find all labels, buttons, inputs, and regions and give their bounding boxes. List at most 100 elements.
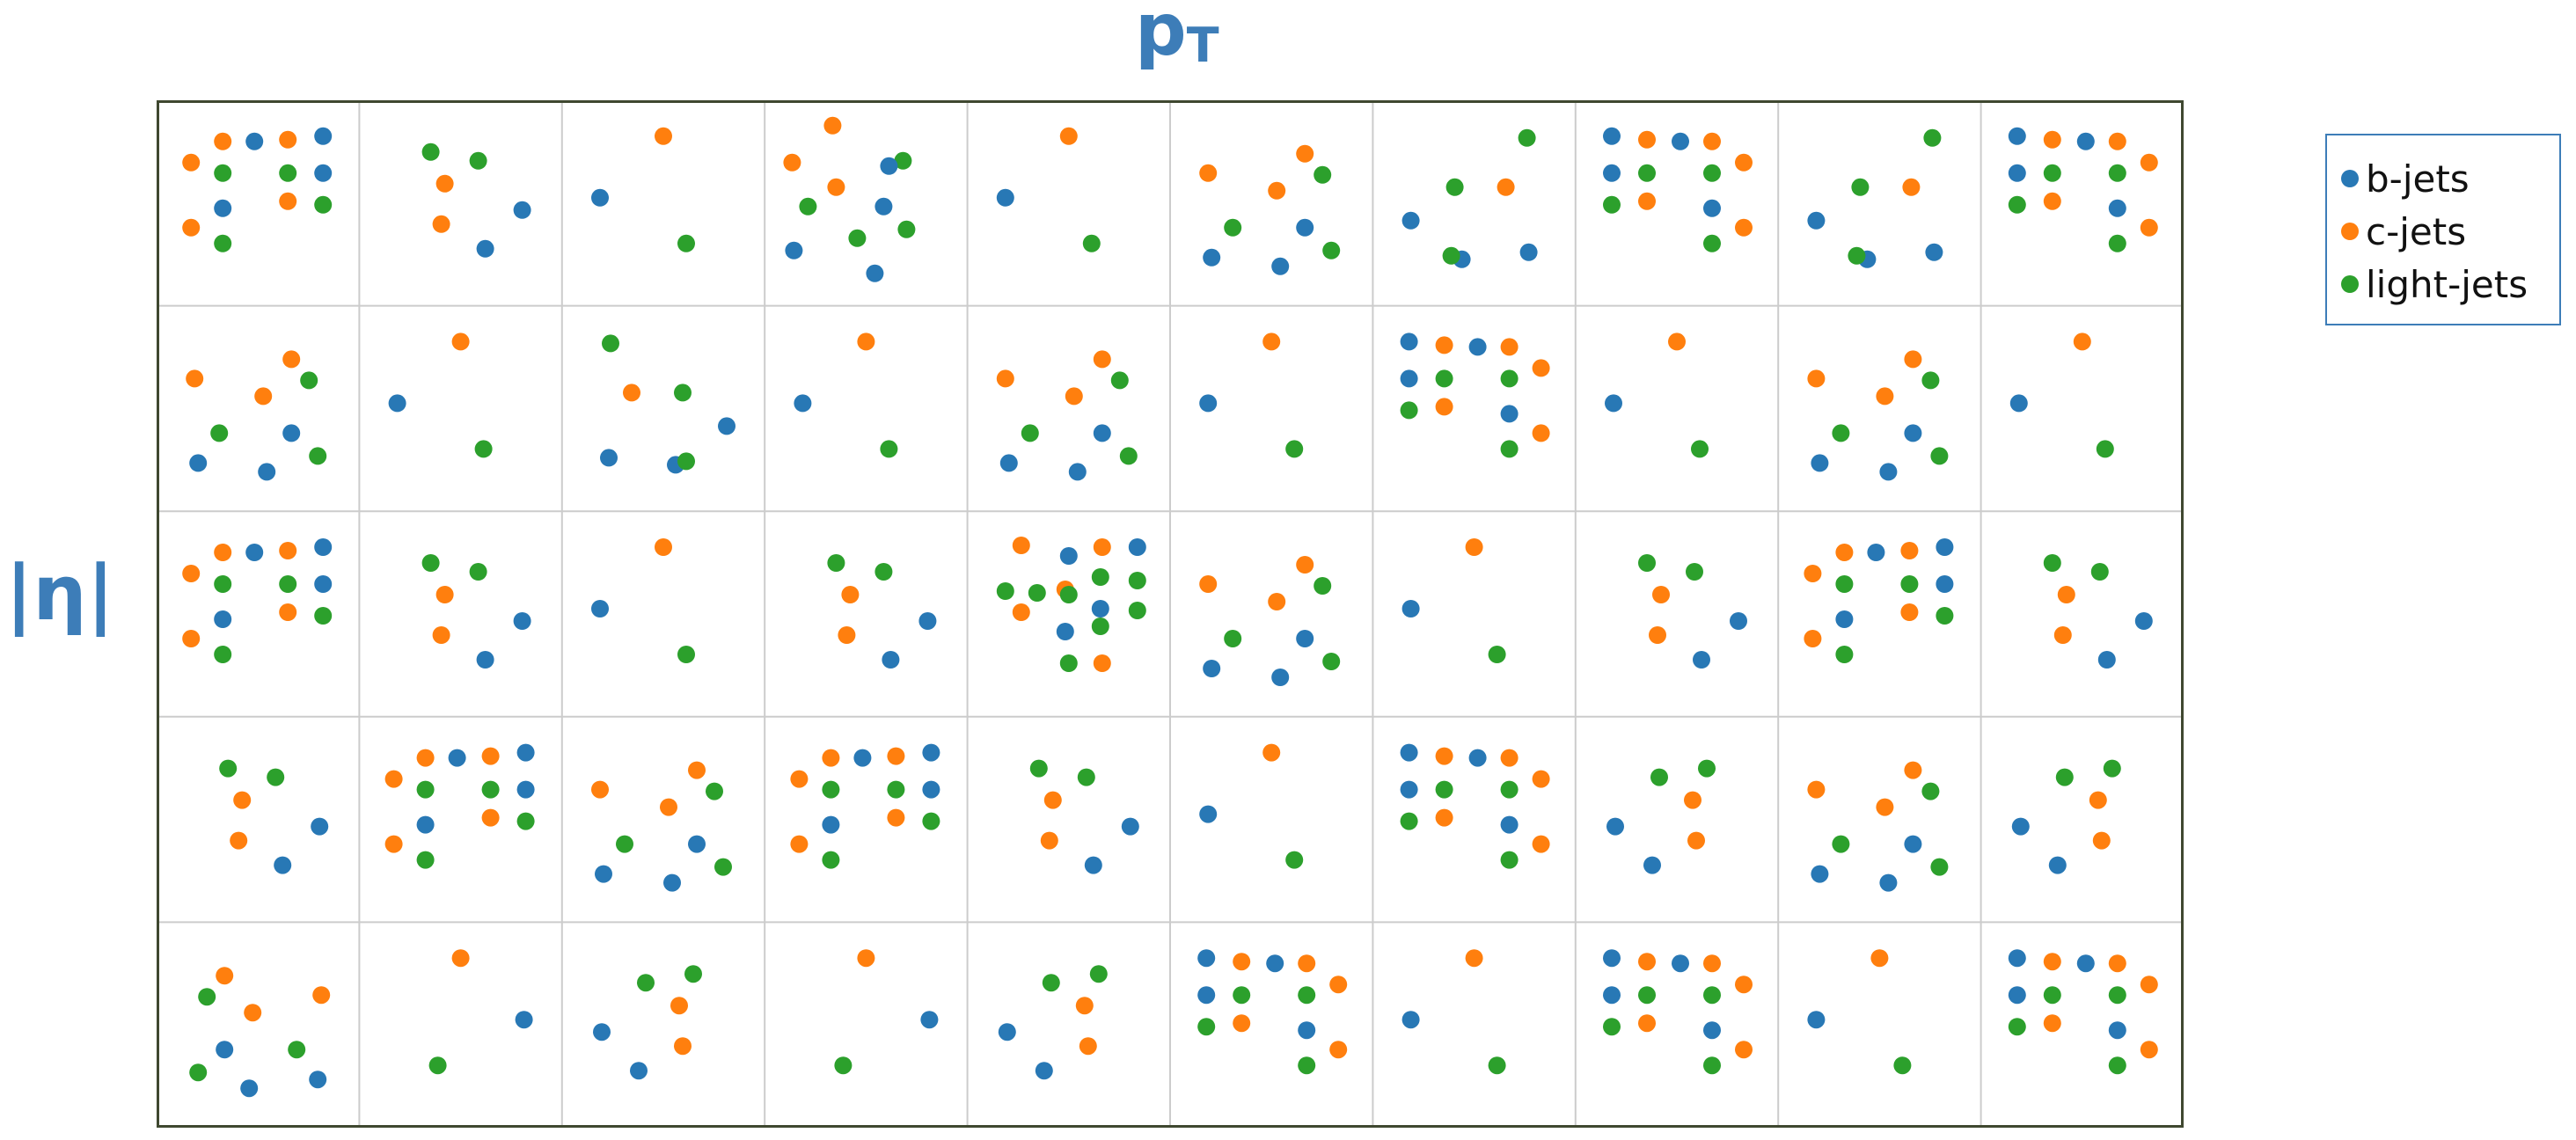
b-jet-dot: [591, 600, 609, 618]
light-jet-dot: [421, 142, 440, 161]
pt-label-subscript: T: [1186, 18, 1219, 73]
light-jet-dot: [428, 1056, 447, 1075]
light-jet-dot: [1930, 447, 1949, 465]
light-jet-dot: [1445, 178, 1464, 196]
light-jet-dot: [714, 858, 732, 876]
light-jet-dot: [677, 646, 695, 663]
b-jet-dot: [794, 394, 812, 413]
light-jet-dot: [1835, 575, 1854, 593]
c-jet-dot: [1233, 1014, 1251, 1033]
c-jet-dot: [182, 218, 201, 237]
b-jet-dot: [2134, 612, 2153, 630]
c-jet-dot: [1638, 1014, 1656, 1033]
c-jet-dot: [2043, 1014, 2061, 1033]
light-jet-dot: [1028, 584, 1046, 602]
b-jet-dot: [2097, 651, 2116, 669]
light-jet-dot: [827, 554, 845, 572]
legend-item-b-jets: b-jets: [2341, 157, 2470, 201]
legend-item-light-jets: light-jets: [2341, 262, 2528, 306]
c-jet-dot: [2108, 132, 2126, 150]
c-jet-dot: [623, 384, 640, 402]
light-jet-dot: [1603, 1018, 1621, 1036]
c-jet-dot: [655, 538, 672, 556]
b-jet-dot: [600, 449, 618, 467]
light-jet-dot: [887, 780, 905, 799]
light-jet-dot: [2043, 554, 2061, 572]
c-jet-dot: [1735, 218, 1753, 237]
c-jet-dot: [2073, 332, 2091, 351]
c-jet-dot: [591, 780, 609, 799]
b-jet-dot: [314, 575, 333, 593]
light-jet-dot: [1835, 646, 1854, 663]
b-jet-dot: [822, 815, 840, 834]
light-jet-dot: [1021, 424, 1039, 442]
b-jet-dot: [1936, 538, 1954, 556]
light-jet-dot: [214, 575, 232, 593]
b-jet-dot: [1068, 463, 1087, 481]
light-jet-dot: [214, 164, 232, 182]
b-jet-dot: [1197, 949, 1216, 968]
light-jet-dot: [1703, 986, 1721, 1005]
grid-cell: [1807, 350, 1949, 481]
c-jet-dot: [451, 949, 470, 968]
light-jet-dot: [1500, 369, 1519, 388]
c-jet-dot: [1262, 743, 1281, 762]
c-jet-dot: [2043, 953, 2061, 971]
light-jet-dot: [1851, 178, 1870, 196]
grid-cell: [1638, 554, 1747, 669]
light-jet-dot: [1603, 195, 1621, 214]
grid-cell: [384, 743, 535, 869]
light-jets-marker-icon: [2341, 275, 2359, 293]
light-jet-dot: [314, 195, 333, 214]
b-jet-dot: [1056, 623, 1074, 640]
b-jet-dot: [214, 610, 232, 628]
b-jet-dot: [1904, 835, 1922, 853]
grid-dividers: [157, 100, 2184, 1128]
b-jet-dot: [593, 1023, 611, 1041]
b-jet-dot: [2048, 856, 2067, 874]
c-jet-dot: [1262, 332, 1281, 351]
light-jet-dot: [1638, 986, 1656, 1005]
c-jet-dot: [1199, 164, 1218, 182]
c-jet-dot: [1684, 791, 1701, 809]
grid-cell: [600, 334, 735, 474]
c-jet-dot: [1687, 831, 1705, 850]
light-jet-dot: [1322, 241, 1341, 259]
light-jet-dot: [2108, 234, 2126, 252]
b-jet-dot: [1811, 454, 1829, 472]
light-jet-dot: [1703, 164, 1721, 182]
c-jet-dot: [1268, 181, 1286, 200]
light-jet-dot: [481, 780, 500, 799]
light-jet-dot: [2043, 986, 2061, 1005]
b-jet-dot: [1084, 856, 1102, 874]
grid-cell: [182, 127, 333, 252]
light-jet-dot: [1650, 768, 1668, 786]
light-jet-dot: [1435, 369, 1453, 388]
c-jet-dot: [655, 127, 672, 145]
c-jet-dot: [432, 626, 450, 644]
light-jet-dot: [314, 607, 333, 625]
c-jet-dot: [1807, 369, 1826, 388]
b-jet-dot: [245, 132, 264, 150]
c-jet-dot: [2092, 831, 2111, 850]
grid-cell: [1401, 538, 1506, 663]
c-jet-dot: [838, 626, 856, 644]
b-jet-dot: [1401, 600, 1420, 618]
c-jet-dot: [186, 369, 204, 388]
b-jet-dot: [1936, 575, 1954, 593]
b-jet-dot: [1296, 218, 1314, 237]
grid-cell: [421, 142, 531, 258]
b-jet-dot: [2076, 954, 2095, 973]
grid-cell: [2043, 554, 2153, 669]
light-jet-dot: [1698, 759, 1716, 778]
light-jet-dot: [189, 1063, 208, 1082]
c-jet-dot: [674, 1037, 692, 1056]
grid-cell: [1401, 949, 1506, 1075]
legend-label-b-jets: b-jets: [2366, 157, 2470, 201]
b-jet-dot: [785, 241, 803, 259]
b-jet-dot: [1091, 600, 1109, 618]
b-jet-dot: [1603, 127, 1621, 145]
c-jet-dot: [2053, 626, 2072, 644]
b-jet-dot: [2011, 817, 2030, 836]
b-jet-dot: [1271, 257, 1290, 275]
